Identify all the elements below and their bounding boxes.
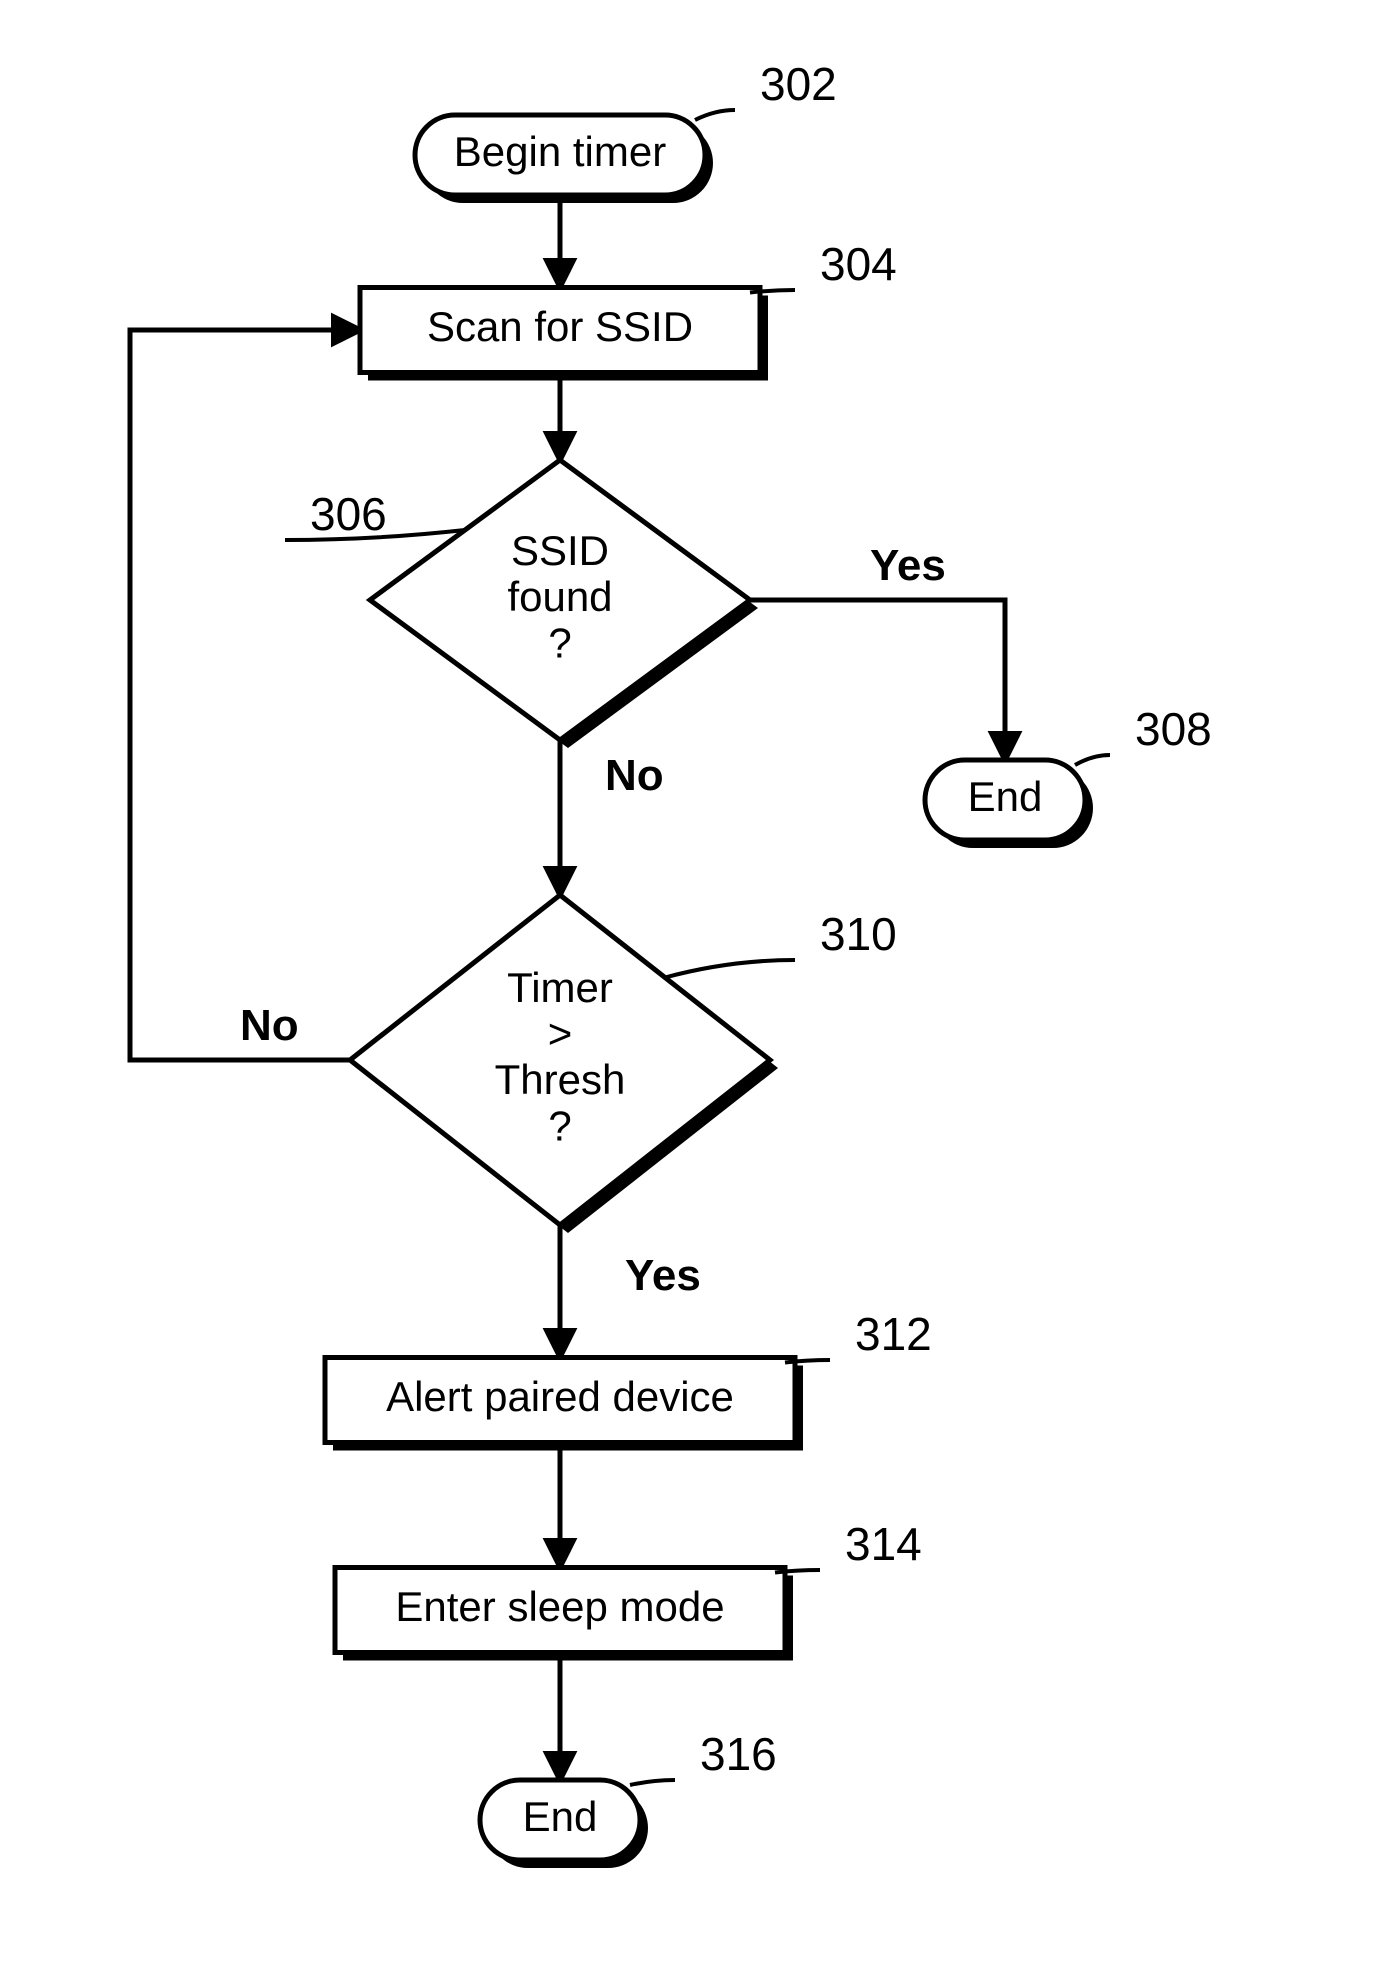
node-text: > (548, 1010, 573, 1057)
node-n310: Timer>Thresh? 310 (350, 895, 897, 1233)
edge-label: Yes (625, 1251, 701, 1300)
node-text: Alert paired device (386, 1373, 734, 1420)
ref-label: 308 (1135, 703, 1212, 755)
node-text: ? (548, 1102, 571, 1149)
node-n304: Scan for SSID 304 (360, 238, 897, 381)
node-n302: Begin timer 302 (415, 58, 837, 203)
edge-label: No (240, 1001, 299, 1050)
ref-leader (665, 960, 795, 978)
node-text: Begin timer (454, 128, 666, 175)
node-n314: Enter sleep mode 314 (335, 1518, 922, 1661)
node-text: Scan for SSID (427, 303, 693, 350)
ref-label: 314 (845, 1518, 922, 1570)
node-n308: End 308 (925, 703, 1212, 848)
node-text: Timer (507, 964, 613, 1011)
ref-leader (1075, 755, 1110, 765)
node-text: Thresh (495, 1056, 626, 1103)
node-text: SSID (511, 527, 609, 574)
ref-leader (750, 290, 795, 293)
ref-label: 306 (310, 488, 387, 540)
ref-label: 316 (700, 1728, 777, 1780)
ref-label: 302 (760, 58, 837, 110)
node-n312: Alert paired device 312 (325, 1308, 932, 1451)
node-n316: End 316 (480, 1728, 777, 1868)
node-text: Enter sleep mode (395, 1583, 724, 1630)
ref-leader (695, 110, 735, 120)
node-text: ? (548, 619, 571, 666)
edge (130, 330, 360, 1060)
node-text: found (507, 573, 612, 620)
node-n306: SSIDfound? 306 (310, 460, 758, 748)
edge-label: Yes (870, 541, 946, 590)
ref-leader (785, 1360, 830, 1363)
ref-label: 312 (855, 1308, 932, 1360)
edge-label: No (605, 751, 664, 800)
ref-leader (630, 1780, 675, 1785)
ref-leader (775, 1570, 820, 1573)
node-text: End (523, 1793, 598, 1840)
edge (750, 600, 1005, 760)
node-text: End (968, 773, 1043, 820)
ref-label: 304 (820, 238, 897, 290)
flowchart-canvas: No Yes No Yes Begin timer 302 Scan for SSID 304… (0, 0, 1383, 1962)
ref-label: 310 (820, 908, 897, 960)
